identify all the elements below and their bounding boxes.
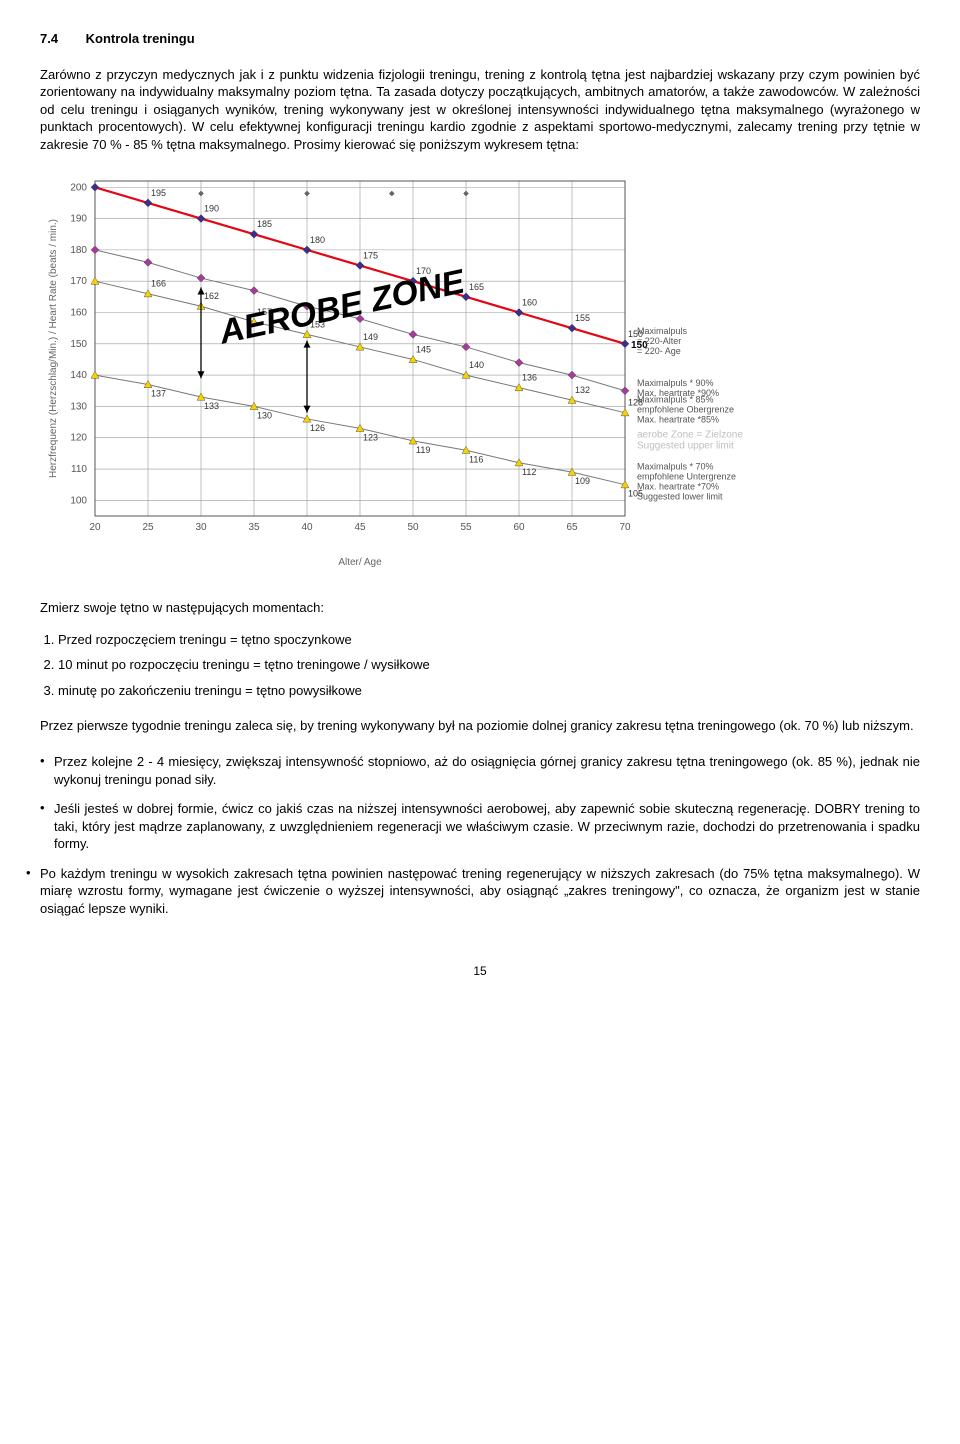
list-item: 10 minut po rozpoczęciu treningu = tętno… (58, 652, 920, 678)
svg-text:145: 145 (416, 345, 431, 355)
svg-text:= 220- Age: = 220- Age (637, 346, 681, 356)
svg-text:20: 20 (89, 522, 101, 533)
svg-text:empfohlene Obergrenze: empfohlene Obergrenze (637, 405, 734, 415)
svg-text:160: 160 (522, 298, 537, 308)
list-item: Przed rozpoczęciem treningu = tętno spoc… (58, 627, 920, 653)
svg-text:180: 180 (70, 245, 87, 256)
svg-text:Maximalpuls * 85%: Maximalpuls * 85% (637, 395, 714, 405)
svg-text:100: 100 (70, 496, 87, 507)
svg-text:150: 150 (70, 339, 87, 350)
svg-text:130: 130 (70, 402, 87, 413)
svg-text:50: 50 (407, 522, 419, 533)
advice-list: Przez kolejne 2 - 4 miesięcy, zwiększaj … (40, 747, 920, 923)
list-item: minutę po zakończeniu treningu = tętno p… (58, 678, 920, 704)
svg-text:140: 140 (70, 370, 87, 381)
svg-text:112: 112 (522, 467, 536, 477)
section-number: 7.4 (40, 30, 82, 48)
svg-text:= 220-Alter: = 220-Alter (637, 336, 681, 346)
svg-text:195: 195 (151, 188, 166, 198)
svg-text:200: 200 (70, 183, 87, 194)
svg-text:Suggested lower limit: Suggested lower limit (637, 492, 723, 502)
svg-text:70: 70 (619, 522, 631, 533)
list-item: Po każdym treningu w wysokich zakresach … (26, 859, 920, 924)
section-heading: 7.4 Kontrola treningu (40, 30, 920, 48)
svg-text:136: 136 (522, 373, 537, 383)
measure-list: Przed rozpoczęciem treningu = tętno spoc… (40, 627, 920, 704)
paragraph-weeks: Przez pierwsze tygodnie treningu zaleca … (40, 717, 920, 735)
paragraph-intro: Zarówno z przyczyn medycznych jak i z pu… (40, 66, 920, 154)
svg-text:25: 25 (142, 522, 154, 533)
svg-text:Max. heartrate *85%: Max. heartrate *85% (637, 415, 719, 425)
svg-text:140: 140 (469, 360, 484, 370)
svg-text:162: 162 (204, 292, 219, 302)
svg-text:120: 120 (70, 433, 87, 444)
svg-text:130: 130 (257, 411, 272, 421)
svg-text:180: 180 (310, 235, 325, 245)
svg-text:Maximalpuls * 70%: Maximalpuls * 70% (637, 462, 714, 472)
svg-text:Suggested upper limit: Suggested upper limit (637, 441, 734, 452)
svg-text:Maximalpuls * 90%: Maximalpuls * 90% (637, 378, 714, 388)
svg-text:45: 45 (354, 522, 366, 533)
heart-rate-chart: 20 25 30 35 40 45 50 55 60 65 70 100 110 120 130 140 150… (40, 171, 920, 571)
heart-rate-chart-svg: 20 25 30 35 40 45 50 55 60 65 70 100 110 120 130 140 150… (40, 171, 860, 571)
svg-text:132: 132 (575, 385, 590, 395)
svg-text:40: 40 (301, 522, 313, 533)
svg-text:109: 109 (575, 476, 590, 486)
svg-text:119: 119 (416, 445, 430, 455)
svg-text:55: 55 (460, 522, 472, 533)
svg-text:137: 137 (151, 389, 166, 399)
page-number: 15 (40, 963, 920, 979)
svg-text:60: 60 (513, 522, 525, 533)
svg-text:133: 133 (204, 401, 219, 411)
list-item: Jeśli jesteś w dobrej formie, ćwicz co j… (40, 794, 920, 859)
svg-text:30: 30 (195, 522, 207, 533)
svg-text:Max. heartrate *70%: Max. heartrate *70% (637, 482, 719, 492)
list-item: Przez kolejne 2 - 4 miesięcy, zwiększaj … (40, 747, 920, 794)
svg-text:110: 110 (71, 464, 87, 475)
svg-text:126: 126 (310, 423, 325, 433)
svg-text:160: 160 (70, 308, 87, 319)
svg-text:Maximalpuls: Maximalpuls (637, 326, 688, 336)
svg-text:123: 123 (363, 433, 378, 443)
svg-text:149: 149 (363, 332, 378, 342)
svg-text:165: 165 (469, 282, 484, 292)
svg-text:Herzfrequenz (Herzschlag/Min.): Herzfrequenz (Herzschlag/Min.) / Heart R… (48, 219, 59, 478)
svg-text:166: 166 (151, 279, 166, 289)
svg-text:185: 185 (257, 220, 272, 230)
svg-text:empfohlene Untergrenze: empfohlene Untergrenze (637, 472, 736, 482)
svg-text:155: 155 (575, 313, 590, 323)
svg-text:65: 65 (566, 522, 578, 533)
svg-text:170: 170 (70, 276, 87, 287)
measure-heading: Zmierz swoje tętno w następujących momen… (40, 599, 920, 617)
svg-text:190: 190 (70, 214, 87, 225)
svg-text:190: 190 (204, 204, 219, 214)
svg-text:116: 116 (469, 455, 483, 465)
svg-text:35: 35 (248, 522, 260, 533)
svg-text:175: 175 (363, 251, 378, 261)
svg-text:Alter/ Age: Alter/ Age (338, 557, 382, 568)
svg-text:aerobe Zone = Zielzone: aerobe Zone = Zielzone (637, 430, 743, 441)
section-title: Kontrola treningu (86, 31, 195, 46)
